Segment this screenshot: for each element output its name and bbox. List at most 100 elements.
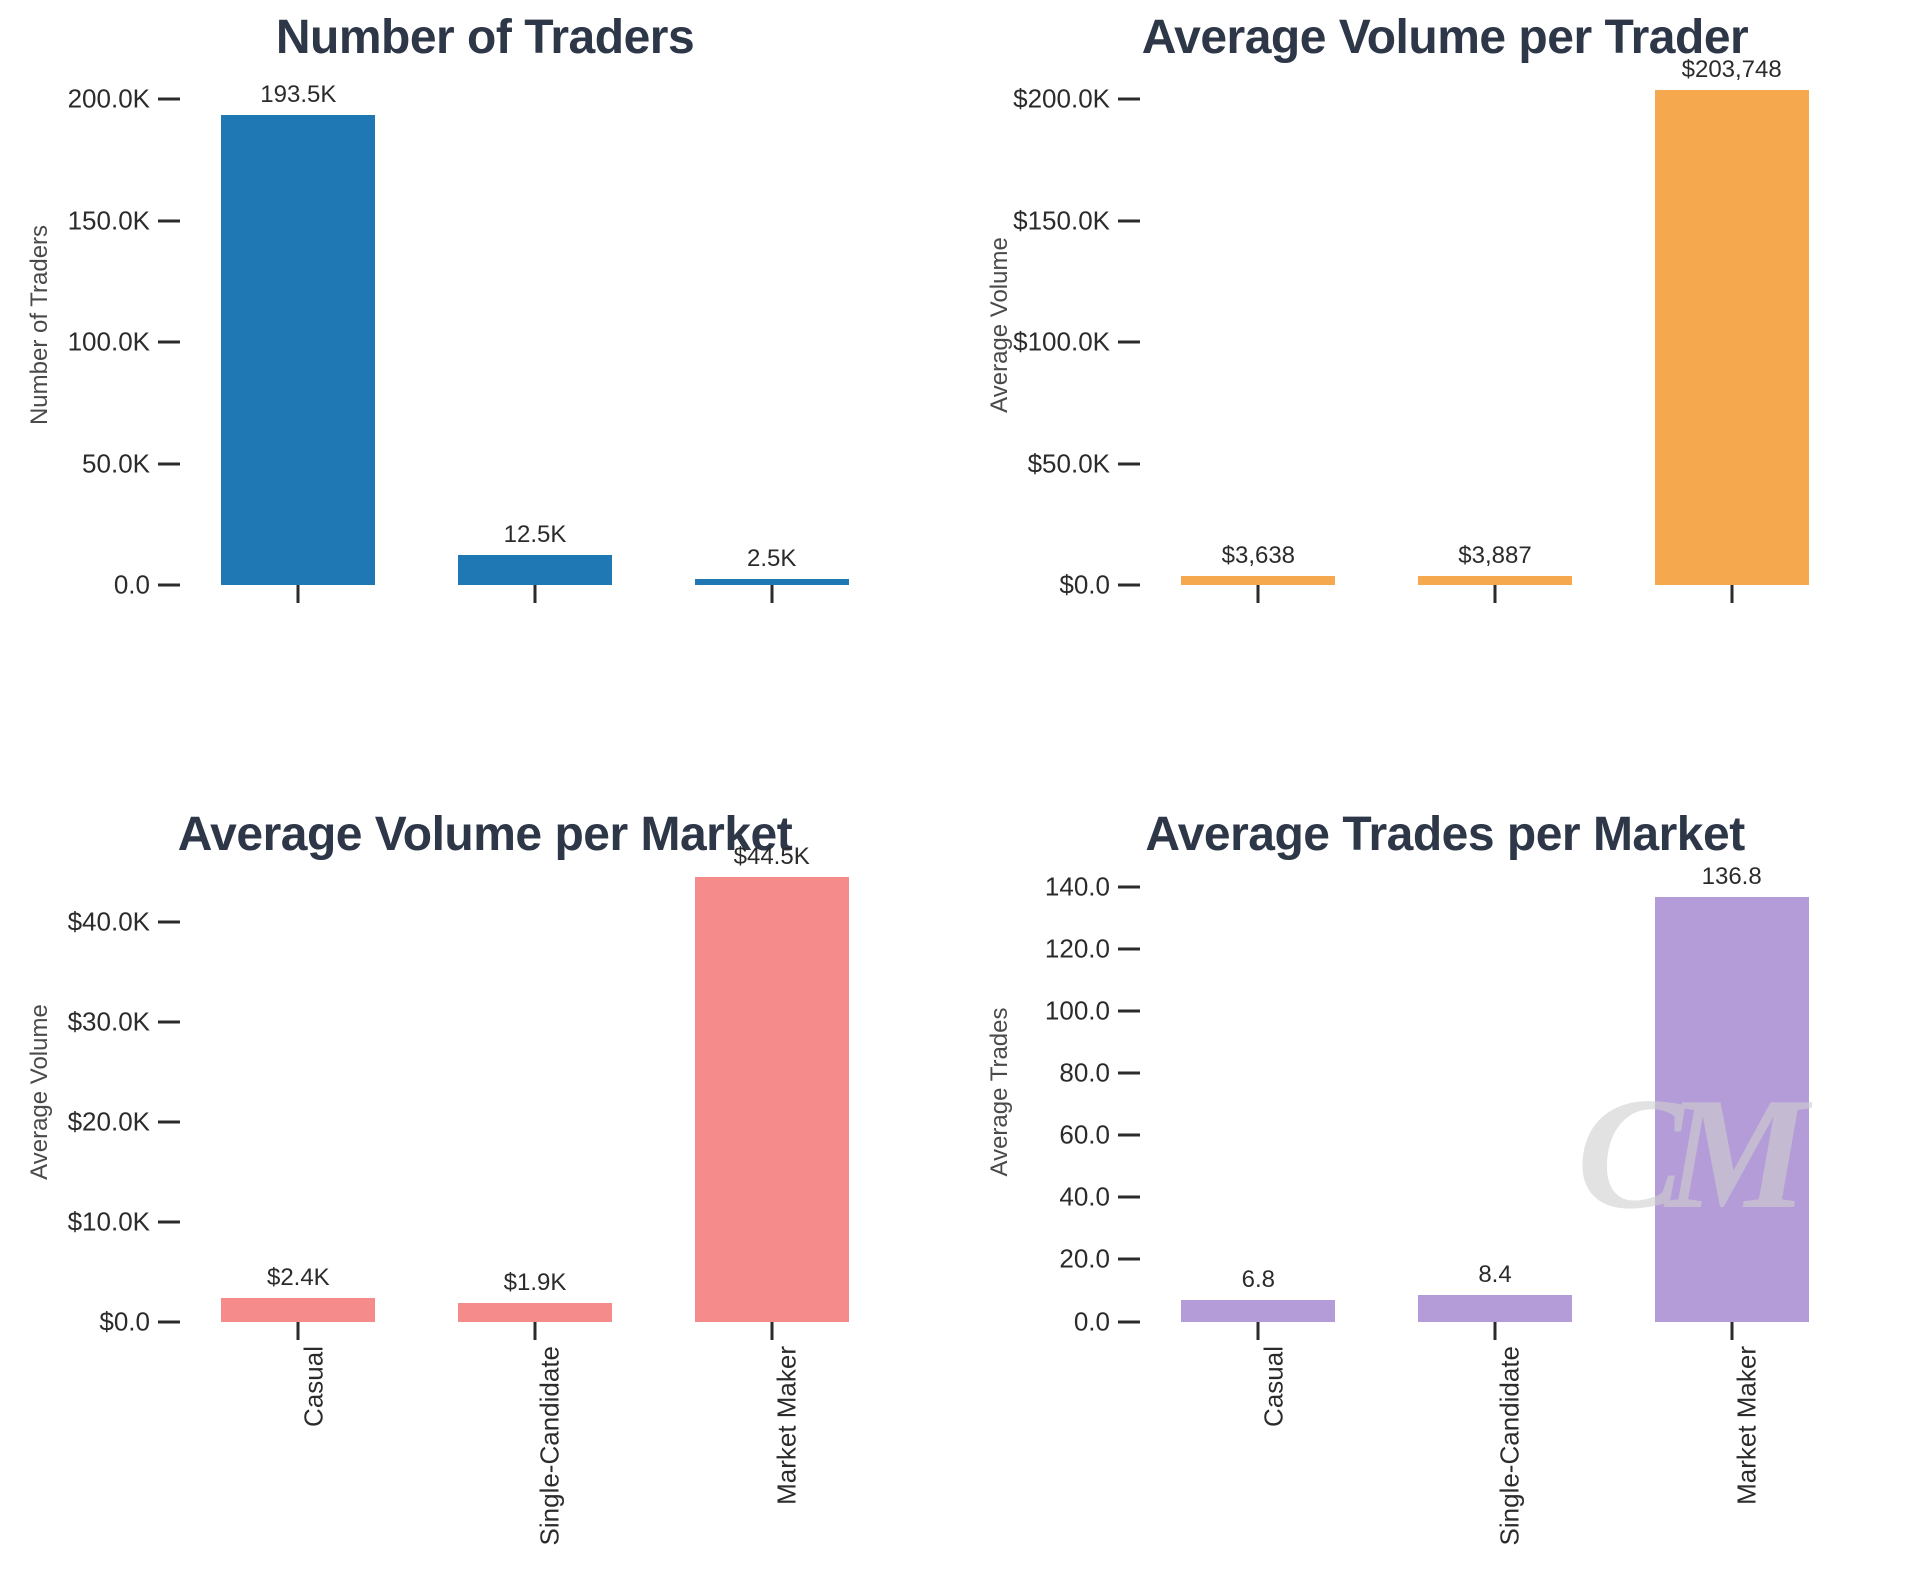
y-axis-label: Average Trades (986, 1007, 1014, 1176)
y-tick-label: $10.0K (68, 1206, 150, 1237)
x-tick-mark (1257, 585, 1260, 603)
y-tick-label: $40.0K (68, 906, 150, 937)
y-axis-label: Average Volume (26, 1004, 54, 1180)
y-tick-label: 50.0K (82, 448, 150, 479)
y-tick-mark (158, 1320, 180, 1323)
x-tick-mark (297, 585, 300, 603)
y-axis-label: Average Volume (986, 237, 1014, 413)
bar-slot: $2.4K (180, 872, 417, 1322)
y-tick-label: $150.0K (1013, 205, 1110, 236)
y-tick-mark (1118, 1320, 1140, 1323)
x-tick-mark (770, 585, 773, 603)
bar-slot: $3,887 (1377, 75, 1614, 585)
chart-area: Average Volume$0.0$10.0K$20.0K$30.0K$40.… (50, 862, 920, 1322)
bar-slot: 8.4 (1377, 872, 1614, 1322)
chart-panel: Average Volume per MarketAverage Volume$… (0, 797, 960, 1593)
bar-slot: 193.5K (180, 75, 417, 585)
bar-slot: 12.5K (417, 75, 654, 585)
y-tick-mark (1118, 98, 1140, 101)
bar-slot: $203,748 (1613, 75, 1850, 585)
chart-panel: Average Trades per MarketAverage Trades0… (960, 797, 1920, 1593)
spacer (50, 585, 920, 615)
bar-slot: $1.9K (417, 872, 654, 1322)
y-tick-mark (158, 219, 180, 222)
bar: 193.5K (221, 115, 375, 585)
x-axis-area: Casual Single-Candidate Market Maker (180, 1322, 890, 1552)
bar: $2.4K (221, 1298, 375, 1322)
bars-container: 193.5K 12.5K 2.5K (180, 75, 890, 585)
bar-value-label: 12.5K (504, 521, 567, 549)
y-tick-mark (1118, 1196, 1140, 1199)
y-tick-mark (1118, 1010, 1140, 1013)
x-label: Casual (180, 1346, 417, 1377)
x-label-text: Market Maker (1732, 1346, 1763, 1505)
bar: 12.5K (458, 555, 612, 585)
x-label: Market Maker (1613, 1346, 1850, 1377)
chart-area: Number of Traders0.050.0K100.0K150.0K200… (50, 65, 920, 585)
x-label-text: Single-Candidate (1495, 1346, 1526, 1545)
bar-value-label: $203,748 (1682, 56, 1782, 84)
chart-area: Average Volume$0.0$50.0K$100.0K$150.0K$2… (1010, 65, 1880, 585)
bar-value-label: 8.4 (1478, 1261, 1511, 1289)
y-tick-label: 0.0 (114, 570, 150, 601)
bar-value-label: $44.5K (734, 843, 810, 871)
y-tick-mark (1118, 1072, 1140, 1075)
y-tick-mark (1118, 584, 1140, 587)
x-labels: CasualSingle-CandidateMarket Maker (180, 1346, 890, 1377)
y-tick-label: 40.0 (1059, 1182, 1110, 1213)
plot-region: 0.020.040.060.080.0100.0120.0140.06.88.4… (1140, 872, 1850, 1322)
y-tick-mark (1118, 1258, 1140, 1261)
y-tick-label: $0.0 (1059, 570, 1110, 601)
bar-value-label: 2.5K (747, 545, 796, 573)
x-label-text: Casual (1258, 1346, 1289, 1427)
y-tick-label: $100.0K (1013, 327, 1110, 358)
y-tick-label: 200.0K (68, 84, 150, 115)
chart-title: Average Trades per Market (1010, 807, 1880, 862)
chart-panel: Number of TradersNumber of Traders0.050.… (0, 0, 960, 797)
y-tick-mark (1118, 219, 1140, 222)
bar-value-label: $2.4K (267, 1264, 330, 1292)
bar: $203,748 (1655, 90, 1809, 585)
bar-slot: $44.5K (653, 872, 890, 1322)
y-tick-mark (158, 1020, 180, 1023)
chart-area: Average Trades0.020.040.060.080.0100.012… (1010, 862, 1880, 1322)
spacer (1010, 585, 1880, 615)
y-tick-mark (1118, 341, 1140, 344)
y-tick-mark (158, 98, 180, 101)
bar: 8.4 (1418, 1295, 1572, 1321)
bar-slot: 136.8 (1613, 872, 1850, 1322)
y-tick-label: $0.0 (99, 1306, 150, 1337)
y-tick-mark (158, 1120, 180, 1123)
bar: 6.8 (1181, 1300, 1335, 1321)
bar-value-label: $3,638 (1222, 542, 1295, 570)
y-tick-label: 60.0 (1059, 1120, 1110, 1151)
x-label: Market Maker (653, 1346, 890, 1377)
y-tick-label: 20.0 (1059, 1244, 1110, 1275)
x-label: Single-Candidate (1377, 1346, 1614, 1377)
y-axis-label: Number of Traders (26, 225, 54, 425)
y-tick-label: 100.0 (1045, 996, 1110, 1027)
y-tick-mark (1118, 948, 1140, 951)
y-tick-label: $50.0K (1028, 448, 1110, 479)
plot-region: $0.0$50.0K$100.0K$150.0K$200.0K$3,638$3,… (1140, 75, 1850, 585)
bar-slot: $3,638 (1140, 75, 1377, 585)
bar-value-label: 193.5K (260, 81, 336, 109)
plot-region: $0.0$10.0K$20.0K$30.0K$40.0K$2.4K$1.9K$4… (180, 872, 890, 1322)
bar-value-label: 136.8 (1702, 863, 1762, 891)
bar-slot: 6.8 (1140, 872, 1377, 1322)
chart-grid: Number of TradersNumber of Traders0.050.… (0, 0, 1920, 1593)
bar: $44.5K (695, 877, 849, 1322)
plot-region: 0.050.0K100.0K150.0K200.0K193.5K12.5K2.5… (180, 75, 890, 585)
x-tick-mark (1730, 585, 1733, 603)
bar-value-label: $1.9K (504, 1269, 567, 1297)
x-label-text: Single-Candidate (535, 1346, 566, 1545)
y-tick-mark (1118, 886, 1140, 889)
x-labels: CasualSingle-CandidateMarket Maker (1140, 1346, 1850, 1377)
bar-value-label: 6.8 (1242, 1266, 1275, 1294)
x-label-text: Casual (298, 1346, 329, 1427)
x-label-text: Market Maker (772, 1346, 803, 1505)
y-tick-label: $200.0K (1013, 84, 1110, 115)
chart-title: Number of Traders (50, 10, 920, 65)
bar-slot: 2.5K (653, 75, 890, 585)
bar: $3,638 (1181, 576, 1335, 585)
